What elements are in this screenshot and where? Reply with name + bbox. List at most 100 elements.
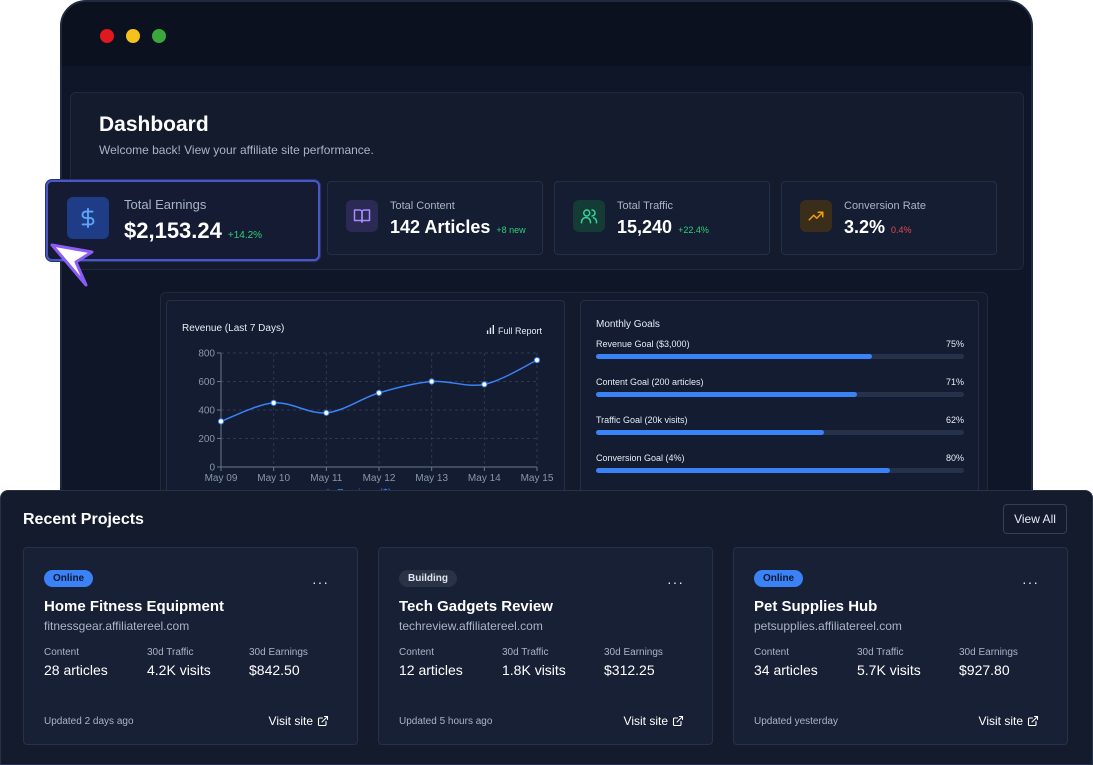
goal-progress-track	[596, 430, 964, 435]
stat-value: 142 Articles +8 new	[390, 217, 526, 237]
project-card[interactable]: Online ··· Home Fitness Equipment fitnessge…	[23, 547, 358, 745]
x-tick-label: May 14	[468, 473, 501, 484]
x-tick-label: May 12	[363, 473, 396, 484]
metric-value: 5.7K visits	[857, 662, 921, 678]
pointer-cursor-icon	[46, 236, 98, 293]
page-title: Dashboard	[99, 113, 209, 136]
goal-progress-fill	[596, 354, 872, 359]
x-tick-label: May 13	[415, 473, 448, 484]
chart-title: Revenue (Last 7 Days)	[182, 323, 285, 334]
more-options-icon[interactable]: ···	[667, 574, 684, 590]
metric-traffic: 30d Traffic 5.7K visits	[857, 647, 921, 678]
close-window-button[interactable]	[100, 29, 114, 43]
metric-content: Content 34 articles	[754, 647, 818, 678]
status-badge: Building	[399, 570, 457, 587]
bar-chart-icon	[487, 325, 495, 334]
goal-item: Content Goal (200 articles) 71%	[596, 377, 964, 407]
metric-traffic: 30d Traffic 4.2K visits	[147, 647, 211, 678]
external-link-icon	[317, 715, 329, 727]
recent-projects-panel: Recent Projects View All Online ··· Home F…	[0, 490, 1093, 765]
stat-card-total-content[interactable]: Total Content 142 Articles +8 new	[327, 181, 543, 255]
stat-delta: 0.4%	[891, 225, 912, 235]
visit-site-link[interactable]: Visit site	[269, 714, 329, 728]
metric-value: 28 articles	[44, 662, 108, 678]
minimize-window-button[interactable]	[126, 29, 140, 43]
metric-label: Content	[754, 647, 790, 658]
revenue-chart-card: Revenue (Last 7 Days) Full Report 0 200 40…	[166, 300, 565, 521]
status-badge: Online	[44, 570, 94, 587]
metric-value: $312.25	[604, 662, 655, 678]
metric-value: 34 articles	[754, 662, 818, 678]
goal-progress-track	[596, 392, 964, 397]
full-report-link[interactable]: Full Report	[486, 325, 542, 336]
visit-site-label: Visit site	[978, 714, 1023, 728]
goal-label: Revenue Goal ($3,000)	[596, 339, 690, 349]
metric-label: 30d Earnings	[249, 647, 308, 658]
metric-value: 1.8K visits	[502, 662, 566, 678]
goal-progress-fill	[596, 392, 858, 397]
y-tick-label: 600	[198, 377, 215, 388]
stat-value: 15,240 +22.4%	[617, 217, 709, 237]
goal-label: Content Goal (200 articles)	[596, 377, 704, 387]
updated-timestamp: Updated yesterday	[754, 716, 838, 727]
goal-percent: 62%	[945, 415, 964, 425]
x-tick-label: May 10	[257, 473, 290, 484]
external-link-icon	[672, 715, 684, 727]
trending-up-icon	[800, 200, 832, 232]
updated-timestamp: Updated 5 hours ago	[399, 716, 493, 727]
goal-progress-fill	[596, 468, 891, 473]
updated-timestamp: Updated 2 days ago	[44, 716, 134, 727]
earnings-data-point	[375, 389, 383, 397]
metric-label: 30d Traffic	[857, 647, 904, 658]
metric-value: $842.50	[249, 662, 300, 678]
goal-percent: 80%	[945, 453, 964, 463]
goal-item: Conversion Goal (4%) 80%	[596, 453, 964, 483]
metric-traffic: 30d Traffic 1.8K visits	[502, 647, 566, 678]
monthly-goals-card: Monthly Goals Revenue Goal ($3,000) 75% Co…	[580, 300, 979, 521]
stat-card-total-traffic[interactable]: Total Traffic 15,240 +22.4%	[554, 181, 770, 255]
stat-value: $2,153.24 +14.2%	[124, 218, 263, 243]
metric-earnings: 30d Earnings $312.25	[604, 647, 663, 678]
metric-label: 30d Earnings	[604, 647, 663, 658]
goals-title: Monthly Goals	[596, 319, 660, 330]
stat-label: Conversion Rate	[844, 200, 926, 212]
x-tick-label: May 09	[205, 473, 238, 484]
more-options-icon[interactable]: ···	[312, 574, 329, 590]
goal-label: Conversion Goal (4%)	[596, 453, 685, 463]
metric-content: Content 28 articles	[44, 647, 108, 678]
project-url: fitnessgear.affiliatereel.com	[44, 619, 190, 633]
maximize-window-button[interactable]	[152, 29, 166, 43]
stat-delta: +8 new	[496, 225, 526, 235]
goal-percent: 71%	[945, 377, 964, 387]
metric-value: 4.2K visits	[147, 662, 211, 678]
stat-card-conversion-rate[interactable]: Conversion Rate 3.2% 0.4%	[781, 181, 997, 255]
users-icon	[573, 200, 605, 232]
metric-value: $927.80	[959, 662, 1010, 678]
visit-site-link[interactable]: Visit site	[979, 714, 1039, 728]
earnings-data-point	[428, 378, 435, 385]
project-name: Tech Gadgets Review	[399, 598, 553, 615]
view-all-button[interactable]: View All	[1003, 504, 1067, 534]
earnings-data-point	[217, 418, 225, 425]
visit-site-label: Visit site	[623, 714, 668, 728]
goal-progress-track	[596, 468, 964, 473]
goal-item: Traffic Goal (20k visits) 62%	[596, 415, 964, 445]
goal-label: Traffic Goal (20k visits)	[596, 415, 688, 425]
more-options-icon[interactable]: ···	[1022, 574, 1039, 590]
stat-delta: +14.2%	[227, 230, 263, 241]
visit-site-link[interactable]: Visit site	[624, 714, 684, 728]
page-subtitle: Welcome back! View your affiliate site p…	[99, 143, 374, 157]
project-card[interactable]: Online ··· Pet Supplies Hub petsupplies.aff…	[733, 547, 1068, 745]
stat-delta: +22.4%	[678, 225, 709, 235]
project-name: Home Fitness Equipment	[44, 598, 225, 615]
metric-earnings: 30d Earnings $927.80	[959, 647, 1018, 678]
project-card[interactable]: Building ··· Tech Gadgets Review techreview…	[378, 547, 713, 745]
stat-label: Total Traffic	[617, 200, 674, 212]
stat-label: Total Content	[390, 200, 455, 212]
full-report-label: Full Report	[497, 326, 542, 336]
stat-card-total-earnings[interactable]: Total Earnings $2,153.24 +14.2%	[46, 180, 320, 261]
section-title: Recent Projects	[23, 511, 144, 528]
metric-content: Content 12 articles	[399, 647, 463, 678]
y-tick-label: 0	[209, 463, 215, 474]
status-badge: Online	[754, 570, 804, 587]
